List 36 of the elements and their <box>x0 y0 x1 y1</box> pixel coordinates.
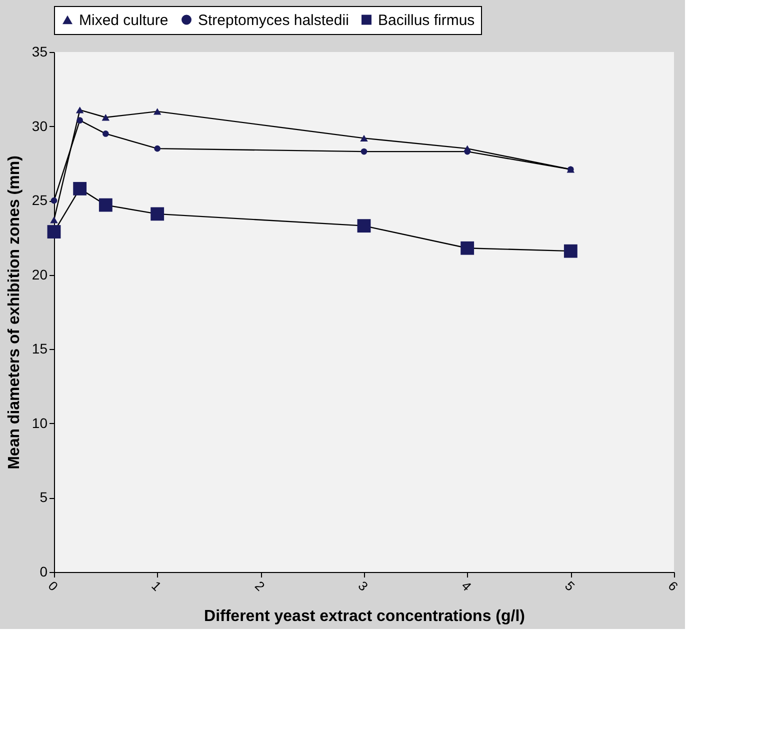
x-tick-label: 4 <box>458 578 474 594</box>
point <box>464 148 470 155</box>
y-axis-title: Mean diameters of exhibition zones (mm) <box>6 156 23 470</box>
point <box>154 145 160 152</box>
y-tick-label: 25 <box>32 192 48 208</box>
y-tick-label: 5 <box>40 489 48 506</box>
point <box>102 114 110 121</box>
y-tick-label: 20 <box>32 266 48 282</box>
x-tick-label: 5 <box>562 578 578 594</box>
point <box>564 244 578 258</box>
y-tick-label: 10 <box>32 414 48 431</box>
y-tick-label: 15 <box>32 340 48 357</box>
point <box>102 130 109 137</box>
point <box>50 216 58 224</box>
point <box>357 219 371 233</box>
x-tick-label: 3 <box>355 578 372 594</box>
point <box>360 134 368 142</box>
point <box>76 117 83 124</box>
legend-label: Bacillus firmus <box>378 12 475 29</box>
point <box>150 207 164 221</box>
point <box>73 182 87 196</box>
point <box>360 148 368 155</box>
point <box>98 198 112 212</box>
y-tick-label: 30 <box>32 118 48 134</box>
legend-label: Mixed culture <box>79 12 168 29</box>
x-tick-label: 2 <box>252 578 268 594</box>
point <box>47 225 61 238</box>
legend-label: Streptomyces halstedii <box>198 12 349 29</box>
x-axis-title: Different yeast extract concentrations (g/l) <box>204 608 525 625</box>
point <box>76 106 84 114</box>
x-tick-label: 6 <box>665 578 682 594</box>
y-tick-label: 0 <box>40 564 48 580</box>
y-tick-label: 35 <box>32 44 48 60</box>
point <box>153 108 162 115</box>
x-tick-label: 1 <box>148 578 164 594</box>
point <box>460 241 474 255</box>
